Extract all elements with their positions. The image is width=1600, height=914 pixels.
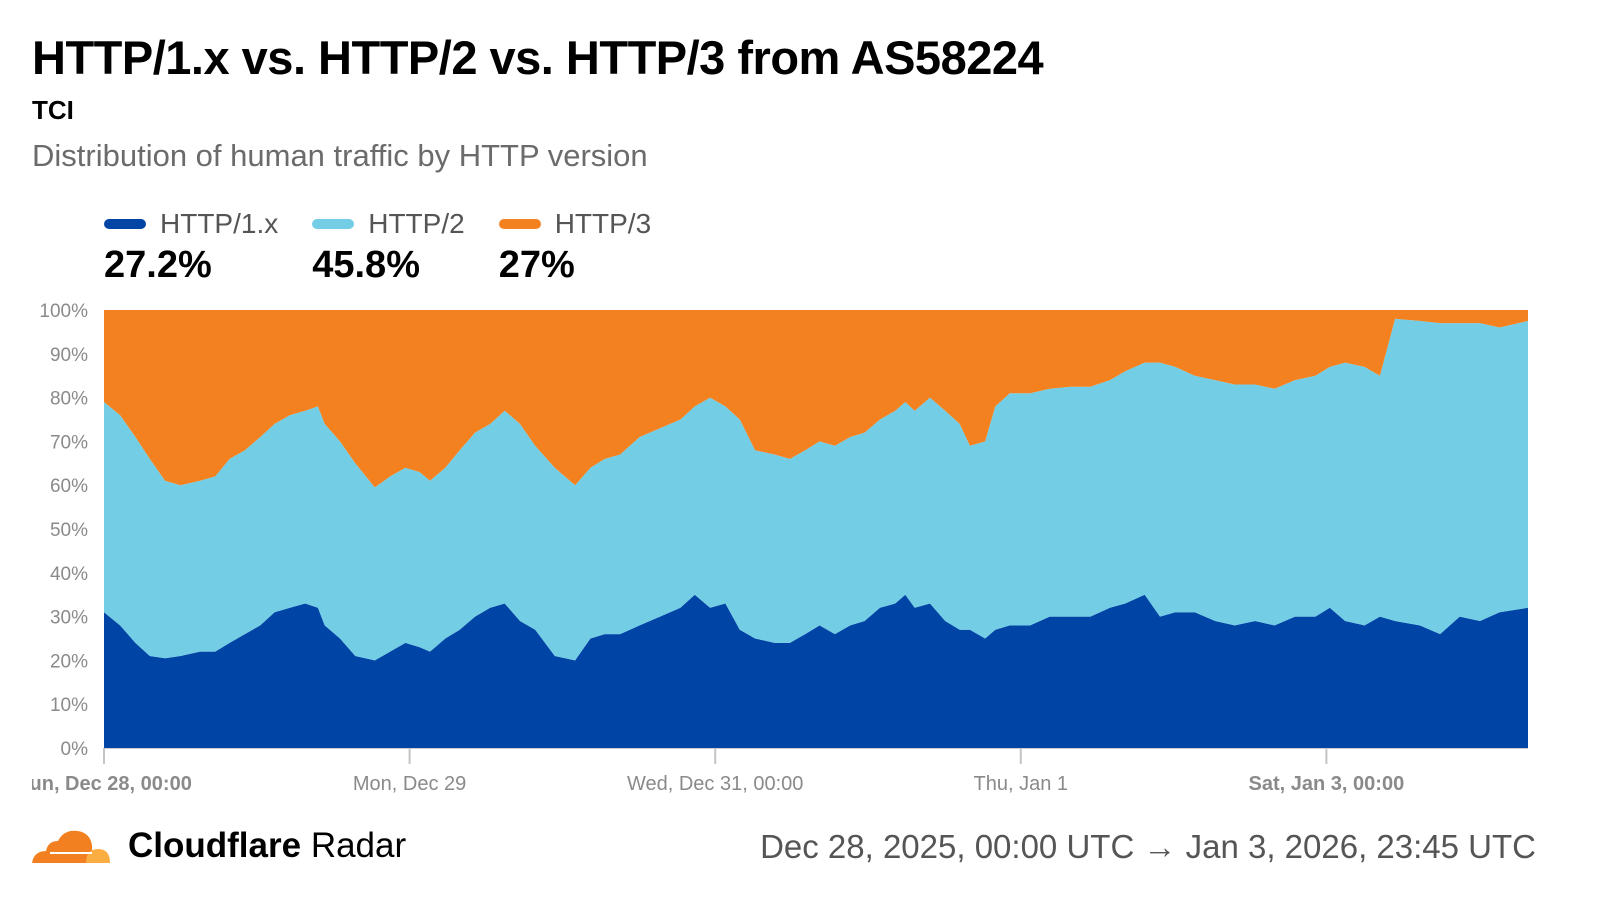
legend: HTTP/1.x 27.2% HTTP/2 45.8% HTTP/3 27% xyxy=(104,208,685,287)
legend-value: 27% xyxy=(498,244,575,286)
y-tick-label: 70% xyxy=(50,432,88,453)
y-tick-label: 90% xyxy=(50,345,88,366)
chart-description: Distribution of human traffic by HTTP ve… xyxy=(32,138,648,173)
legend-value: 27.2% xyxy=(104,244,212,286)
y-tick-label: 80% xyxy=(50,389,88,410)
legend-label: HTTP/3 xyxy=(554,208,652,239)
chart-title: HTTP/1.x vs. HTTP/2 vs. HTTP/3 from AS58… xyxy=(32,31,1044,84)
y-tick-label: 100% xyxy=(39,301,88,322)
legend-item-http3[interactable]: HTTP/3 27% xyxy=(498,208,652,287)
date-range: Dec 28, 2025, 00:00 UTC → Jan 3, 2026, 2… xyxy=(760,828,1536,865)
legend-swatch xyxy=(104,219,146,229)
y-tick-label: 30% xyxy=(50,608,88,629)
area-http3[interactable] xyxy=(104,310,1528,488)
x-tick-label: Thu, Jan 1 xyxy=(974,773,1069,795)
y-tick-label: 20% xyxy=(50,651,88,672)
label-clip-mask xyxy=(0,770,32,800)
legend-value: 45.8% xyxy=(312,244,420,286)
area-http1x[interactable] xyxy=(104,594,1528,748)
x-tick-label: Wed, Dec 31, 00:00 xyxy=(627,773,803,795)
legend-label: HTTP/2 xyxy=(368,208,465,239)
y-tick-label: 10% xyxy=(50,695,88,716)
y-tick-label: 40% xyxy=(50,564,88,585)
legend-swatch xyxy=(312,219,355,229)
x-tick-label: Sat, Jan 3, 00:00 xyxy=(1249,773,1405,795)
legend-label: HTTP/1.x xyxy=(160,208,279,239)
legend-item-http1[interactable]: HTTP/1.x 27.2% xyxy=(104,208,278,287)
brand-product: Radar xyxy=(310,826,407,865)
cloudflare-cloud-icon xyxy=(32,830,110,863)
legend-item-http2[interactable]: HTTP/2 45.8% xyxy=(312,208,465,287)
area-http2[interactable] xyxy=(104,318,1528,661)
x-tick-label: Sun, Dec 28, 00:00 xyxy=(16,773,192,795)
x-tick-label: Mon, Dec 29 xyxy=(353,773,466,795)
y-tick-label: 60% xyxy=(50,476,88,497)
y-tick-label: 0% xyxy=(61,739,89,760)
legend-swatch xyxy=(498,219,541,229)
cloudflare-radar-logo: Cloudflare Radar xyxy=(32,826,406,866)
y-tick-label: 50% xyxy=(50,520,88,541)
brand-name: Cloudflare xyxy=(128,826,302,865)
chart-subtitle: TCI xyxy=(32,95,74,125)
